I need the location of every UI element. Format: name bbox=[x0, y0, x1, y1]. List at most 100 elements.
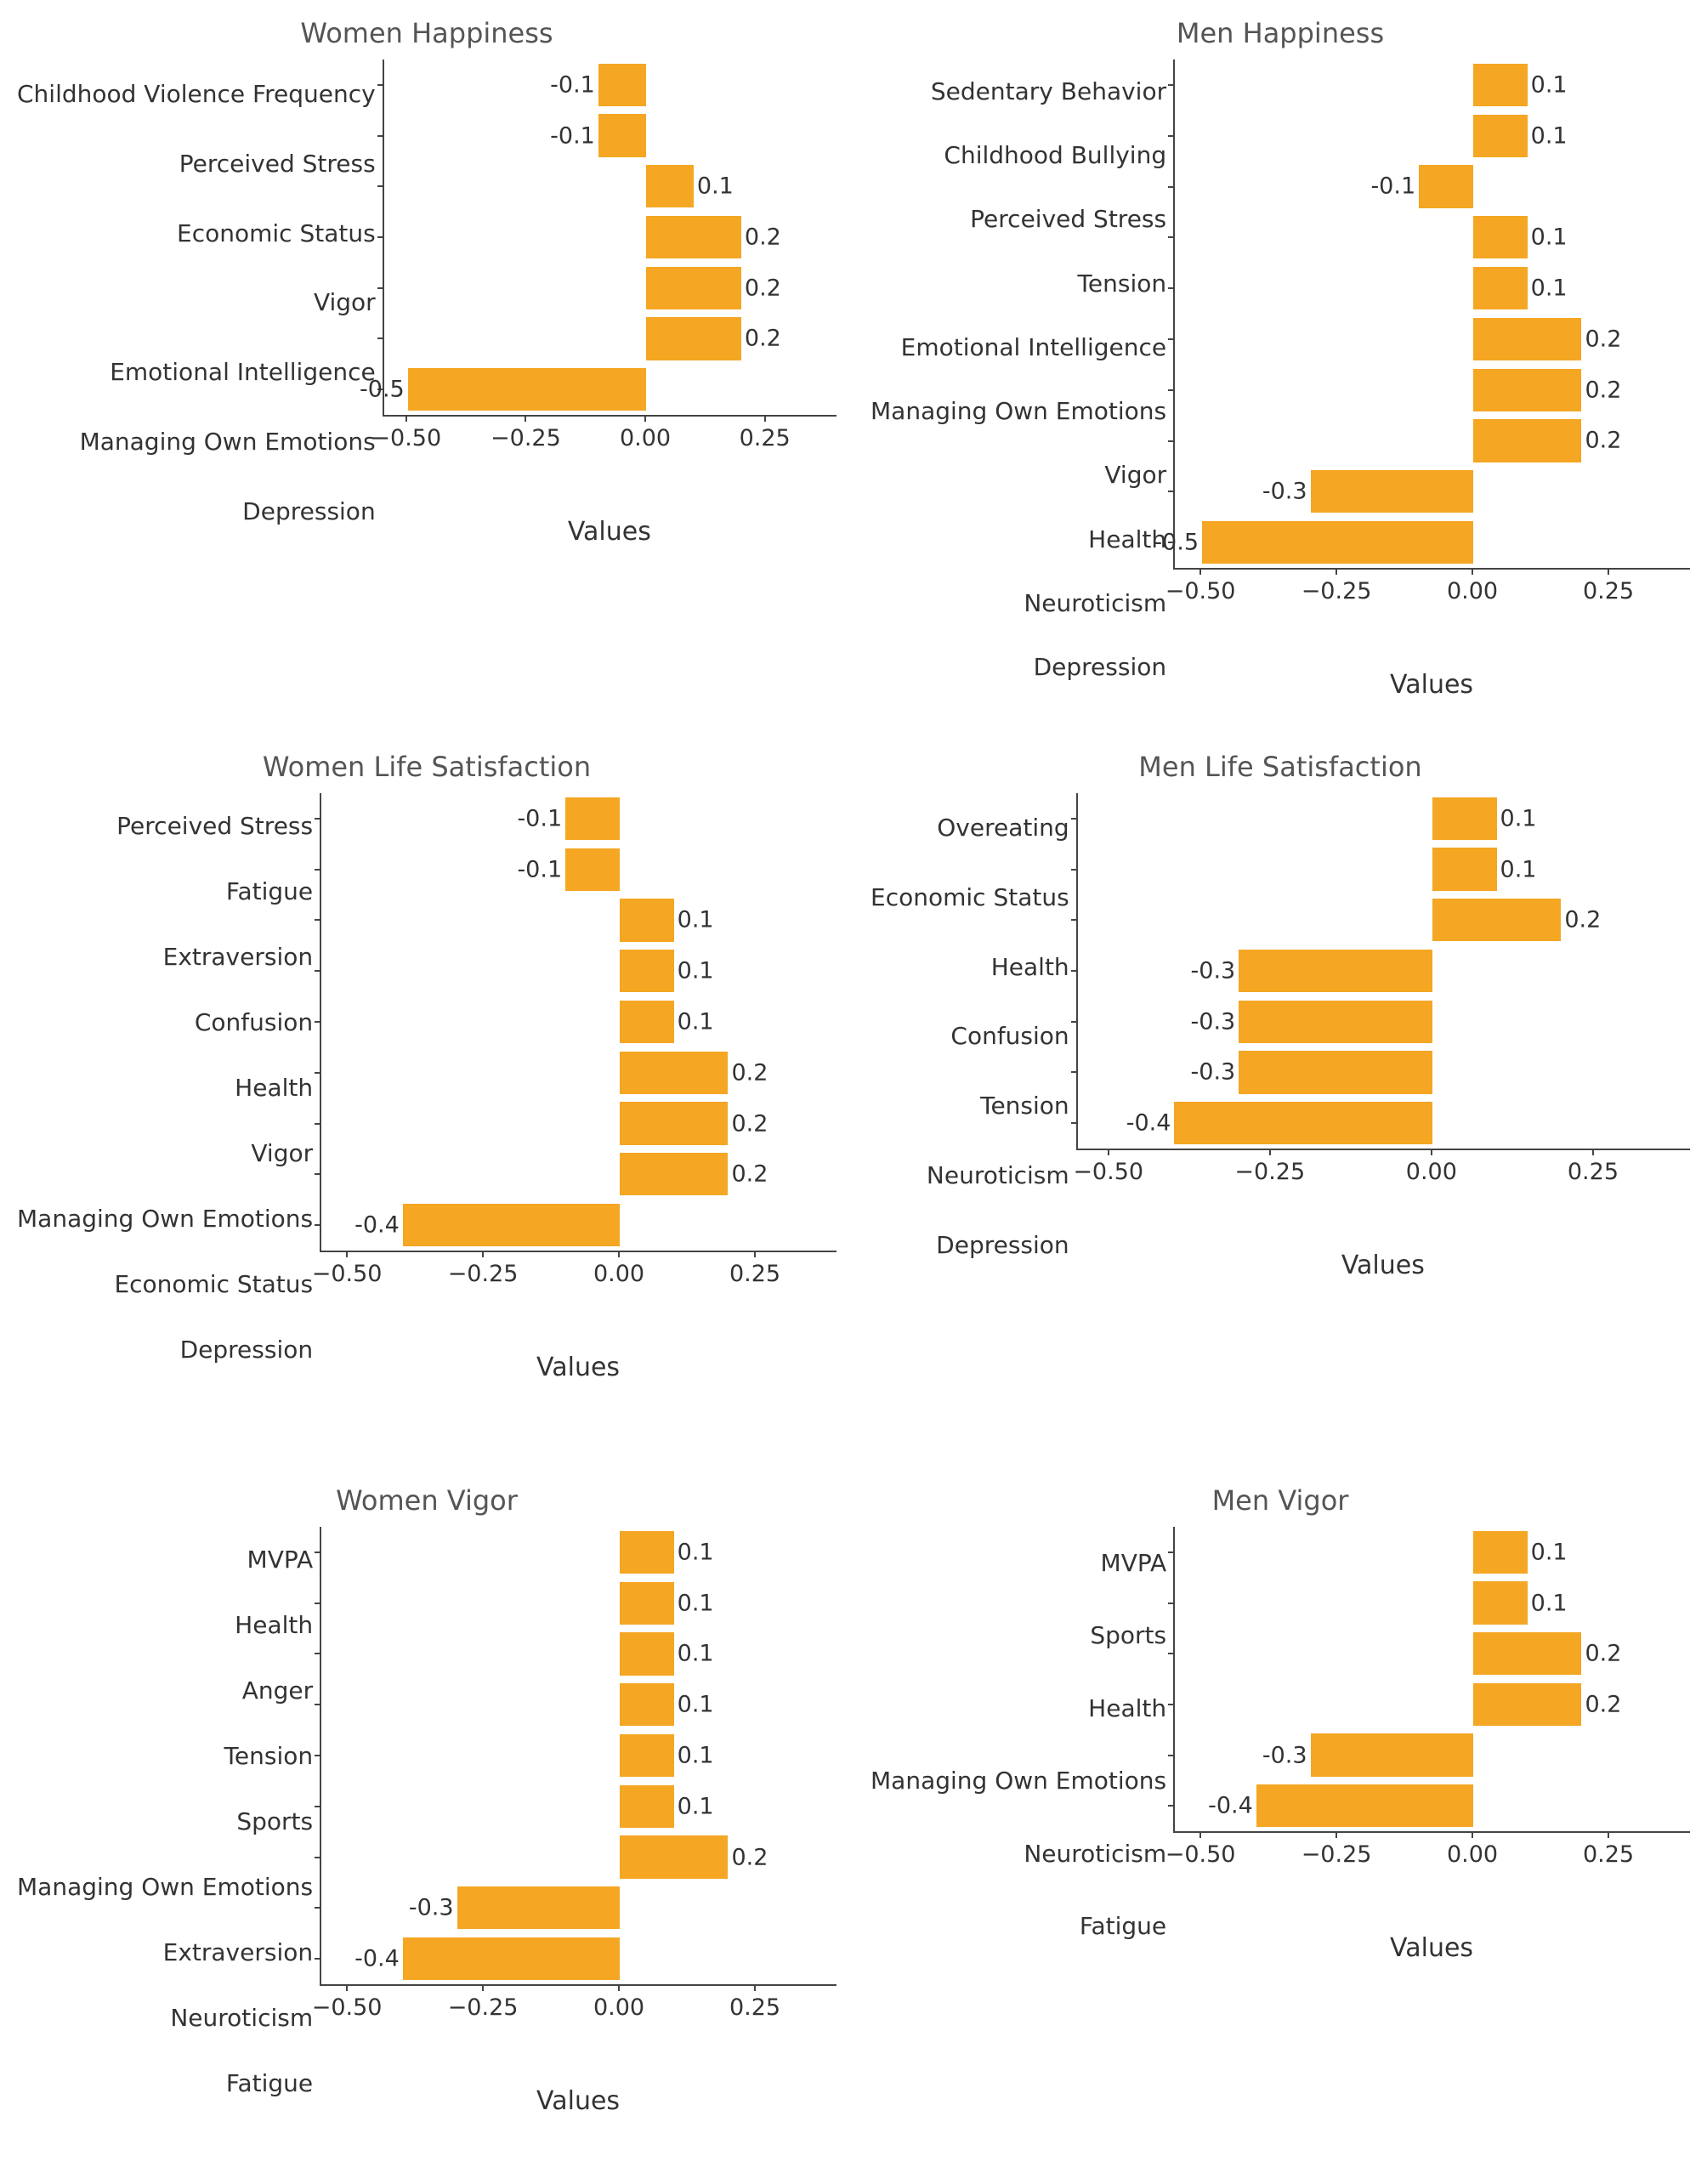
bar-value-label: -0.3 bbox=[1191, 1008, 1236, 1035]
y-tick-mark bbox=[315, 1173, 321, 1175]
chart-grid: Women HappinessChildhood Violence Freque… bbox=[17, 17, 1690, 2167]
bar-value-label: 0.1 bbox=[1500, 856, 1537, 882]
chart-title: Men Happiness bbox=[871, 17, 1690, 49]
bar-value-label: -0.1 bbox=[1370, 173, 1415, 200]
bar-slot: 0.2 bbox=[321, 1832, 836, 1883]
plot-column: 0.10.10.2-0.3-0.3-0.3-0.4−0.50−0.250.000… bbox=[1076, 793, 1690, 1280]
y-axis-labels: Childhood Violence FrequencyPerceived St… bbox=[17, 60, 383, 547]
x-tick-mark bbox=[1608, 570, 1609, 575]
plot-column: -0.1-0.10.10.10.10.20.20.2-0.4−0.50−0.25… bbox=[320, 793, 836, 1382]
x-tick-mark bbox=[1431, 1150, 1432, 1155]
x-tick-label: −0.25 bbox=[491, 425, 561, 451]
bar-slot: 0.1 bbox=[321, 1730, 836, 1781]
bar bbox=[1256, 1784, 1473, 1827]
plot-wrap: Sedentary Behavior Childhood Bullying Perc… bbox=[871, 60, 1690, 700]
y-tick-label: Sports bbox=[871, 1610, 1166, 1661]
y-tick-mark bbox=[1168, 84, 1175, 86]
bar-slot: 0.1 bbox=[384, 161, 836, 212]
y-tick-mark bbox=[377, 135, 384, 137]
bar-slot: 0.2 bbox=[1175, 1679, 1690, 1730]
y-tick-mark bbox=[315, 1907, 321, 1909]
chart-title: Women Vigor bbox=[17, 1484, 836, 1517]
bar-slot: 0.2 bbox=[321, 1149, 836, 1200]
y-tick-mark bbox=[315, 1224, 321, 1226]
y-tick-mark bbox=[315, 1021, 321, 1023]
bar bbox=[646, 216, 741, 258]
plot-column: 0.10.1-0.10.10.10.20.20.2-0.3-0.5−0.50−0… bbox=[1173, 60, 1690, 700]
bar bbox=[1473, 369, 1582, 411]
y-tick-label: Sedentary Behavior bbox=[871, 66, 1166, 117]
y-tick-label: Perceived Stress bbox=[871, 194, 1166, 245]
chart-men-happiness: Men Happiness Sedentary Behavior Childhood… bbox=[871, 17, 1690, 700]
y-tick-label: Neuroticism bbox=[871, 1829, 1166, 1880]
plot-area: -0.1-0.10.10.20.20.2-0.5 bbox=[383, 60, 836, 417]
bar bbox=[1432, 899, 1562, 941]
x-tick-label: 0.00 bbox=[1447, 578, 1498, 604]
bar-slot: 0.2 bbox=[321, 1047, 836, 1098]
x-tick-mark bbox=[644, 417, 646, 422]
y-tick-label: Managing Own Emotions bbox=[871, 386, 1166, 437]
bar-slot: -0.1 bbox=[321, 844, 836, 895]
bar-value-label: 0.2 bbox=[1585, 1641, 1621, 1667]
plot-wrap: Perceived StressFatigueExtraversionConfu… bbox=[17, 793, 836, 1382]
bar-value-label: 0.1 bbox=[1531, 275, 1568, 302]
y-tick-mark bbox=[1168, 491, 1175, 492]
y-tick-mark bbox=[315, 1857, 321, 1858]
bar-value-label: -0.5 bbox=[360, 377, 405, 403]
bar-slot: 0.1 bbox=[321, 945, 836, 996]
y-tick-mark bbox=[1071, 869, 1078, 871]
y-axis-labels: Sedentary Behavior Childhood Bullying Perc… bbox=[871, 60, 1173, 700]
bar-value-label: 0.2 bbox=[745, 326, 781, 352]
bars-container: 0.10.10.10.10.10.10.2-0.3-0.4 bbox=[321, 1527, 836, 1984]
bar bbox=[620, 1153, 729, 1195]
bar-slot: -0.1 bbox=[321, 793, 836, 844]
plot-area: 0.10.10.2-0.3-0.3-0.3-0.4 bbox=[1076, 793, 1690, 1150]
y-tick-label: Overeating bbox=[871, 803, 1069, 854]
bar-value-label: -0.4 bbox=[354, 1946, 400, 1972]
bar-slot: 0.1 bbox=[1175, 212, 1690, 263]
y-tick-label: Vigor bbox=[17, 1128, 313, 1179]
x-tick-label: −0.50 bbox=[312, 1994, 383, 2021]
bar-value-label: 0.1 bbox=[1531, 1590, 1568, 1616]
bar-value-label: -0.1 bbox=[550, 122, 595, 149]
bar-value-label: 0.1 bbox=[678, 1743, 714, 1769]
x-tick-mark bbox=[346, 1986, 348, 1991]
bar bbox=[1311, 1733, 1473, 1776]
bar-value-label: 0.2 bbox=[731, 1161, 768, 1188]
bar-slot: 0.1 bbox=[321, 895, 836, 946]
x-axis-label: Values bbox=[1076, 1251, 1690, 1280]
x-tick-label: 0.25 bbox=[1583, 578, 1634, 604]
y-tick-mark bbox=[315, 1551, 321, 1553]
x-axis: −0.50−0.250.000.25 bbox=[383, 422, 836, 481]
y-tick-label: Childhood Bullying bbox=[871, 130, 1166, 181]
bar-value-label: 0.2 bbox=[731, 1110, 768, 1137]
y-tick-mark bbox=[1168, 338, 1175, 340]
x-axis-label: Values bbox=[1173, 1933, 1690, 1963]
bar-value-label: -0.1 bbox=[517, 856, 562, 882]
x-tick-mark bbox=[482, 1986, 484, 1991]
bar-value-label: 0.1 bbox=[678, 1009, 714, 1035]
y-tick-mark bbox=[377, 185, 384, 187]
bar-slot: 0.2 bbox=[384, 212, 836, 263]
y-tick-mark bbox=[315, 919, 321, 921]
bar bbox=[1473, 115, 1528, 157]
bar-slot: 0.2 bbox=[384, 314, 836, 365]
y-tick-mark bbox=[377, 287, 384, 289]
y-tick-mark bbox=[1168, 186, 1175, 188]
chart-title: Women Life Satisfaction bbox=[17, 751, 836, 783]
y-tick-label: Economic Status bbox=[17, 1259, 313, 1310]
y-tick-label: Perceived Stress bbox=[17, 139, 376, 190]
bar bbox=[620, 1835, 729, 1878]
y-tick-mark bbox=[1168, 440, 1175, 442]
x-tick-mark bbox=[1108, 1150, 1109, 1155]
x-tick-label: 0.25 bbox=[1583, 1841, 1634, 1868]
y-tick-mark bbox=[315, 1123, 321, 1125]
y-tick-mark bbox=[315, 1755, 321, 1756]
x-tick-mark bbox=[1592, 1150, 1594, 1155]
bar-value-label: 0.1 bbox=[678, 1539, 714, 1565]
y-tick-label: Extraversion bbox=[17, 1927, 313, 1978]
y-axis-labels: OvereatingEconomic StatusHealthConfusion… bbox=[871, 793, 1076, 1280]
bar-value-label: 0.2 bbox=[745, 224, 781, 251]
bar-slot: -0.1 bbox=[384, 60, 836, 111]
x-tick-label: −0.25 bbox=[1234, 1159, 1305, 1185]
